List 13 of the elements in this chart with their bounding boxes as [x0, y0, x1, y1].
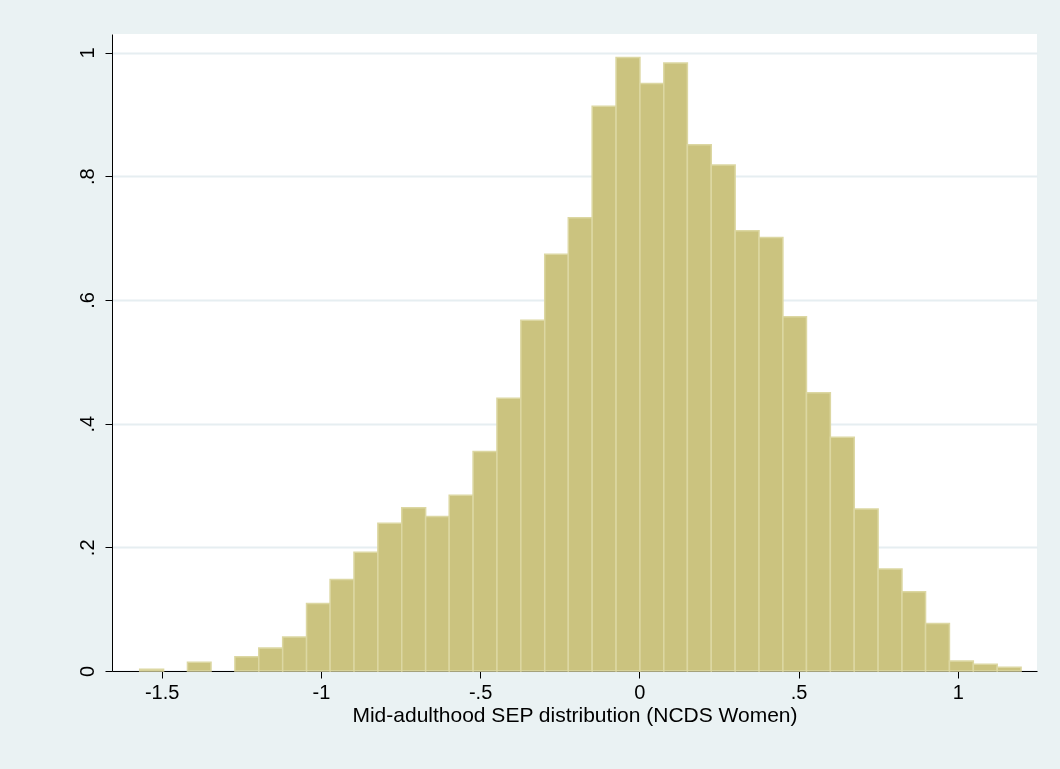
x-tick-label: -.5: [468, 680, 493, 703]
x-axis-title: Mid-adulthood SEP distribution (NCDS Women): [352, 702, 798, 726]
x-tick-label: -1.5: [144, 680, 180, 703]
y-tick-label: .4: [75, 415, 98, 433]
y-tick-label: 0: [75, 665, 98, 678]
y-tick-label: .6: [75, 292, 98, 309]
x-tick-label: -1: [312, 680, 331, 703]
y-tick-label: .8: [75, 168, 98, 186]
y-tick-label: .2: [75, 539, 98, 557]
y-tick-label: 1: [75, 47, 98, 59]
x-tick-label: 1: [952, 680, 964, 703]
x-tick-label: 0: [634, 680, 646, 703]
x-tick-label: .5: [790, 680, 808, 703]
